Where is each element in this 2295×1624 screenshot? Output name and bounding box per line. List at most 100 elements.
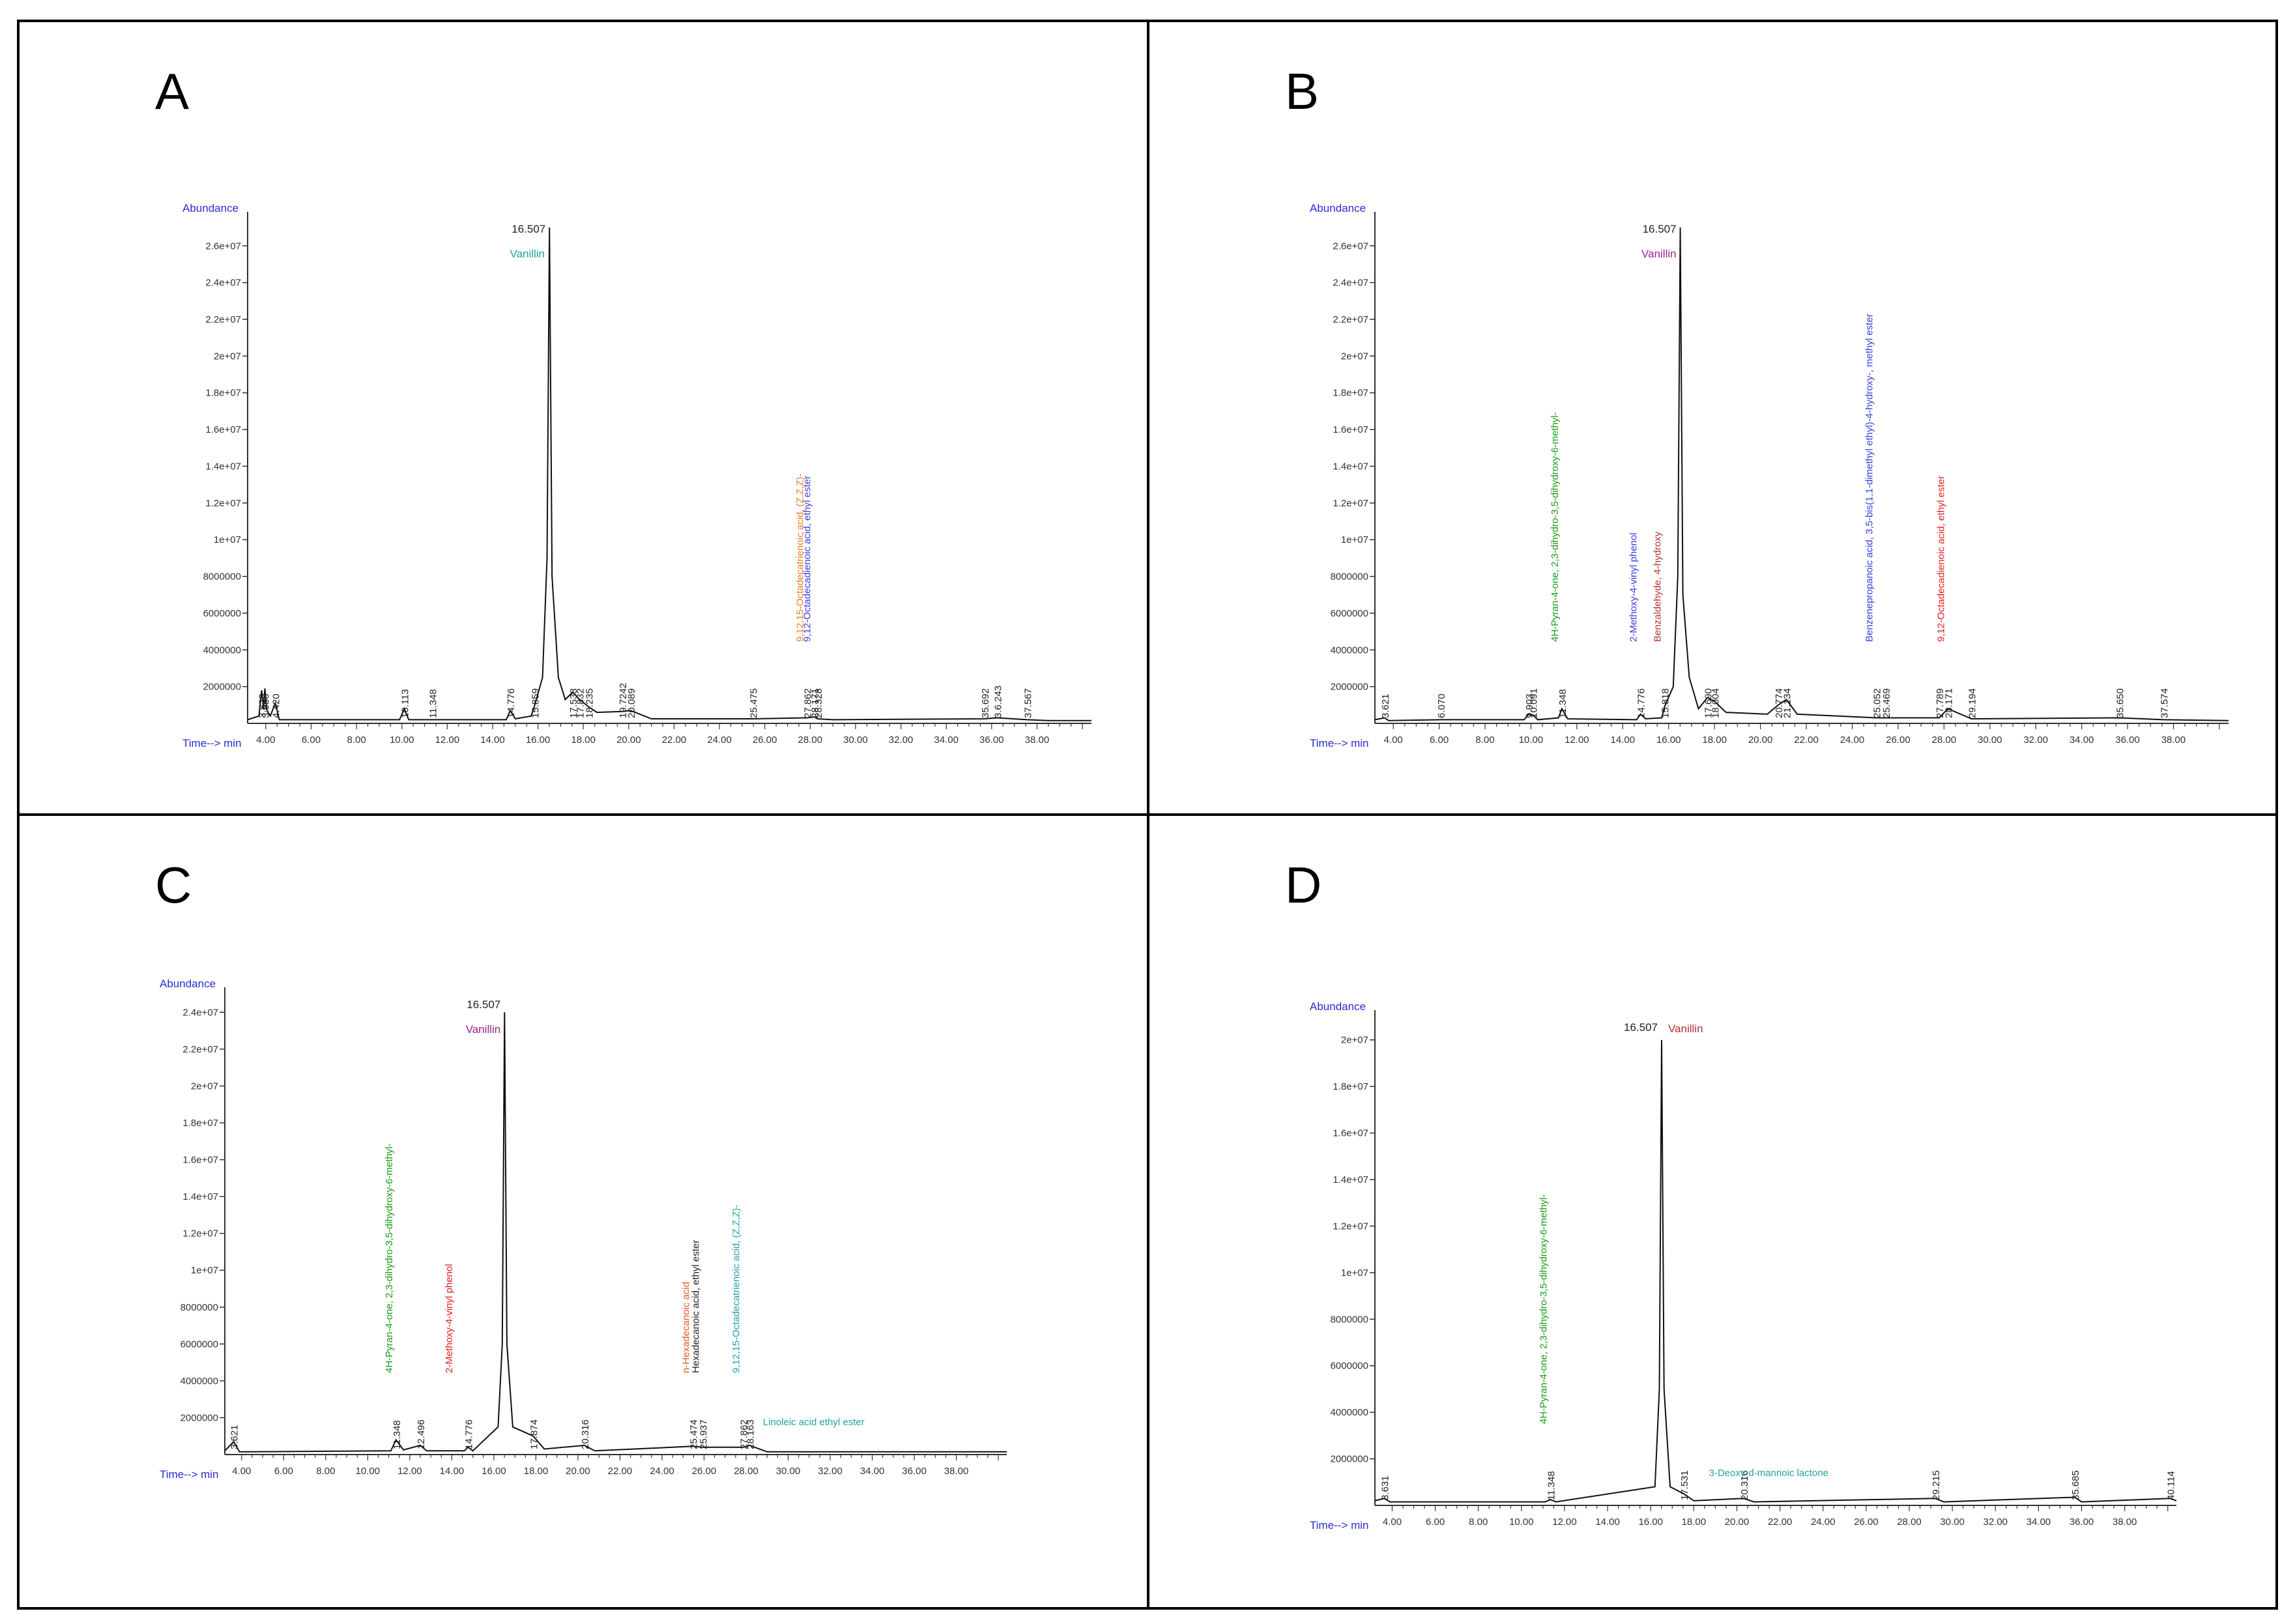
chromatogram-trace [1374, 1039, 2177, 1503]
compound-annotation: 4H-Pyran-4-one, 2,3-dihydro-3,5-dihydrox… [1538, 1194, 1549, 1424]
y-tick-label: 1.8e+07 [182, 1118, 218, 1129]
y-tick-label: 4000000 [1331, 645, 1368, 656]
x-tick-label: 14.00 [1595, 1516, 1620, 1528]
y-tick-label: 2000000 [1331, 682, 1368, 693]
peak-retention-label: 25.474 [689, 1419, 700, 1449]
compound-annotation: 2-Methoxy-4-vinyl phenol [444, 1264, 455, 1373]
peak-retention-label: 3.956 [260, 693, 271, 718]
x-tick-label: 18.00 [571, 734, 596, 746]
y-tick-label: 6000000 [1331, 608, 1368, 619]
x-tick-label: 20.00 [1725, 1516, 1750, 1528]
x-tick-label: 30.00 [1940, 1516, 1965, 1528]
peak-retention-label: 11.348 [1546, 1471, 1557, 1500]
y-tick-label: 1.2e+07 [182, 1228, 218, 1240]
peak-retention-label: 28.328 [813, 688, 824, 718]
x-tick-label: 34.00 [860, 1466, 885, 1477]
x-tick-label: 4.00 [256, 734, 275, 746]
peak-retention-label: 28.171 [809, 688, 820, 718]
x-tick-label: 16.00 [526, 734, 551, 746]
peak-retention-label: 25.052 [1872, 688, 1883, 718]
x-tick-label: 24.00 [650, 1466, 674, 1477]
x-tick-label: 38.00 [2161, 734, 2186, 746]
y-tick-label: 1.4e+07 [1333, 461, 1368, 472]
compound-annotation: 9,12-Octadecadienoic acid, ethyl ester [1935, 476, 1946, 642]
top-peak-label: 16.507 [512, 223, 545, 235]
x-tick-label: 32.00 [1983, 1516, 2008, 1528]
peak-retention-label: 19.7242 [618, 683, 629, 718]
x-tick-label: 22.00 [1768, 1516, 1793, 1528]
y-axis-title: Abundance [182, 202, 238, 214]
peak-retention-label: 18.235 [584, 688, 595, 718]
top-peak-label: 16.507 [1643, 223, 1677, 235]
x-tick-label: 4.00 [1383, 1516, 1402, 1528]
peak-retention-label: 17.533 [568, 688, 579, 718]
peak-retention-label: 29.194 [1967, 688, 1978, 718]
x-tick-label: 38.00 [944, 1466, 969, 1477]
x-tick-label: 8.00 [316, 1466, 335, 1477]
x-tick-label: 34.00 [2070, 734, 2094, 746]
peak-retention-label: 14.776 [506, 688, 517, 718]
x-tick-label: 6.00 [1426, 1516, 1445, 1528]
y-tick-label: 4000000 [1331, 1407, 1368, 1418]
peak-retention-label: 29.215 [1931, 1470, 1942, 1500]
peak-retention-label: 14.776 [1636, 688, 1647, 718]
y-tick-label: 1e+07 [1341, 1268, 1368, 1279]
peak-retention-label: 11.348 [392, 1420, 403, 1449]
y-tick-label: 4000000 [203, 645, 241, 656]
peak-retention-label: 12.496 [416, 1419, 427, 1449]
x-tick-label: 10.00 [390, 734, 414, 746]
y-tick-label: 1.6e+07 [1333, 1128, 1368, 1139]
y-tick-label: 1.2e+07 [1333, 1221, 1368, 1232]
peak-retention-label: 28.171 [1943, 688, 1954, 718]
x-tick-label: 38.00 [1025, 734, 1050, 746]
compound-annotation: Vanillin [466, 1023, 501, 1036]
peak-retention-label: 40.114 [2166, 1471, 2177, 1500]
y-tick-label: 2.4e+07 [1333, 278, 1368, 289]
y-tick-label: 2e+07 [214, 351, 241, 362]
x-tick-label: 18.00 [1682, 1516, 1707, 1528]
y-tick-label: 8000000 [180, 1302, 218, 1313]
x-tick-label: 14.00 [480, 734, 505, 746]
chromatogram-trace [1374, 227, 2229, 721]
x-tick-label: 36.00 [2115, 734, 2140, 746]
x-tick-label: 36.00 [2070, 1516, 2094, 1528]
peak-retention-label: 25.937 [698, 1419, 709, 1449]
figure-grid [17, 20, 2278, 1610]
y-tick-label: 1.6e+07 [205, 424, 241, 435]
panel-label: A [155, 63, 189, 120]
x-tick-label: 6.00 [1430, 734, 1449, 746]
compound-annotation: Benzaldehyde, 4-hydroxy [1652, 531, 1663, 642]
x-tick-label: 32.00 [2023, 734, 2048, 746]
x-tick-label: 20.00 [616, 734, 641, 746]
x-tick-label: 36.00 [979, 734, 1004, 746]
chromatogram-panel-c: C Abundance Time--> min 2000000 4000000 60000… [155, 856, 1007, 1481]
peak-retention-label: 14.776 [463, 1419, 474, 1449]
compound-annotation: Vanillin [1641, 248, 1677, 260]
peak-retention-label: 17.690 [1703, 688, 1714, 718]
peak-retention-label: 18.004 [1710, 688, 1721, 718]
panel-label: C [155, 856, 192, 914]
y-tick-label: 1.8e+07 [1333, 388, 1368, 399]
x-axis-title: Time--> min [1310, 1519, 1369, 1531]
x-tick-label: 28.00 [734, 1466, 758, 1477]
peak-retention-label: 10.113 [400, 689, 411, 718]
x-tick-label: 26.00 [692, 1466, 717, 1477]
x-tick-label: 16.00 [1638, 1516, 1663, 1528]
x-tick-label: 18.00 [1702, 734, 1727, 746]
x-tick-label: 28.00 [798, 734, 823, 746]
x-tick-label: 14.00 [440, 1466, 465, 1477]
peak-retention-label: 28.163 [745, 1419, 756, 1449]
y-tick-label: 2.6e+07 [205, 240, 241, 252]
y-tick-label: 1.8e+07 [205, 388, 241, 399]
compound-annotation: 9,12,15-Octadecatrienoic acid, (Z,Z,Z)- [731, 1205, 742, 1373]
peak-retention-label: 25.475 [748, 688, 759, 718]
peak-retention-label: 3.621 [229, 1425, 240, 1449]
compound-annotation: n-Hexadecanoic acid [681, 1282, 692, 1373]
x-tick-label: 28.00 [1932, 734, 1957, 746]
peak-retention-label: 3.621 [1380, 693, 1391, 718]
y-tick-label: 1e+07 [1341, 534, 1368, 545]
y-tick-label: 2.6e+07 [1333, 240, 1368, 252]
y-tick-label: 8000000 [1331, 1314, 1368, 1325]
x-tick-label: 8.00 [1469, 1516, 1488, 1528]
y-tick-label: 1e+07 [191, 1265, 218, 1276]
